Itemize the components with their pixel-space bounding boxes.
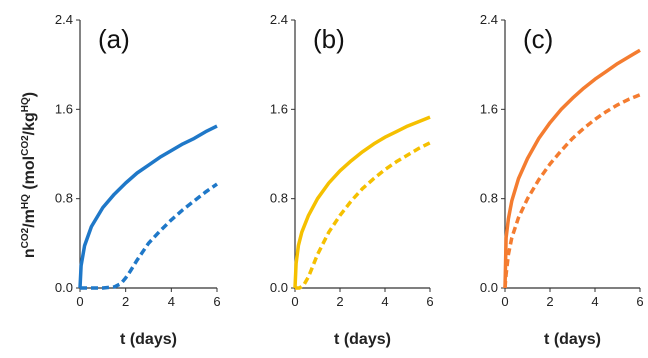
solid-series-line [293,115,431,289]
y-tick-label: 2.4 [55,12,73,27]
x-tick-label: 0 [291,294,298,309]
dashed-series-line [80,182,218,290]
panel-a: 0.0 0.8 1.6 2.4 0 2 4 6 t (days) (a) [55,12,221,348]
x-axis-label: t (days) [120,331,177,348]
x-tick-label: 4 [168,294,175,309]
x-tick-label: 0 [76,294,83,309]
y-tick-label: 0.8 [480,191,498,206]
y-tick-label: 0.0 [55,280,73,295]
x-tick-label: 2 [122,294,129,309]
panel-label: (a) [98,24,130,54]
y-axis-label: nCO2/mHQ (molCO2/kgHQ) [20,92,38,258]
panel-c: 0.0 0.8 1.6 2.4 0 2 4 6 t (days) (c) [480,12,644,348]
x-tick-label: 4 [381,294,388,309]
x-tick-label: 2 [546,294,553,309]
y-tick-label: 0.8 [270,191,288,206]
x-tick-label: 2 [336,294,343,309]
x-tick-label: 6 [213,294,220,309]
y-tick-label: 0.0 [480,280,498,295]
solid-series-line [503,48,641,289]
x-tick-label: 0 [501,294,508,309]
solid-series-line [78,124,218,289]
dashed-series-line [295,141,431,290]
y-tick-label: 1.6 [270,101,288,116]
x-axis-label: t (days) [334,331,391,348]
y-tick-label: 0.8 [55,191,73,206]
x-tick-label: 6 [636,294,643,309]
y-tick-label: 2.4 [480,12,498,27]
x-tick-label: 6 [426,294,433,309]
panel-label: (b) [313,24,345,54]
x-axis-label: t (days) [544,331,601,348]
y-tick-label: 1.6 [55,101,73,116]
panel-label: (c) [523,24,553,54]
x-tick-label: 4 [591,294,598,309]
dashed-series-line [503,93,641,289]
y-tick-label: 2.4 [270,12,288,27]
y-tick-label: 0.0 [270,280,288,295]
y-tick-label: 1.6 [480,101,498,116]
panel-b: 0.0 0.8 1.6 2.4 0 2 4 6 t (days) (b) [270,12,434,348]
